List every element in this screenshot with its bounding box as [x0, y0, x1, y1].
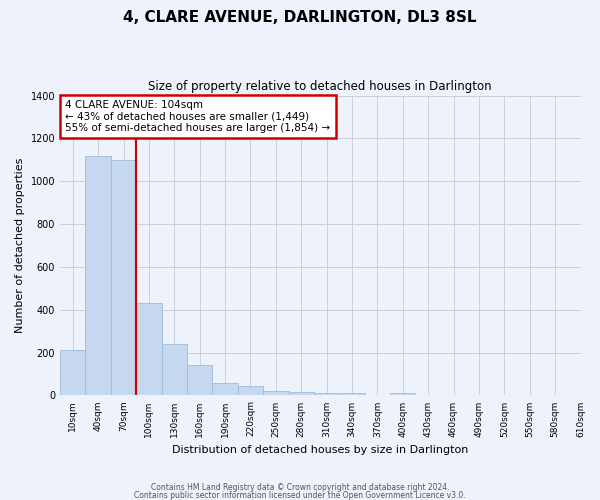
Bar	[263, 391, 289, 396]
Text: Contains HM Land Registry data © Crown copyright and database right 2024.: Contains HM Land Registry data © Crown c…	[151, 484, 449, 492]
Bar	[136, 304, 161, 396]
Bar	[390, 394, 415, 396]
X-axis label: Distribution of detached houses by size in Darlington: Distribution of detached houses by size …	[172, 445, 469, 455]
Bar	[60, 350, 85, 396]
Text: Contains public sector information licensed under the Open Government Licence v3: Contains public sector information licen…	[134, 490, 466, 500]
Bar	[111, 160, 136, 396]
Bar	[85, 156, 111, 396]
Text: 4, CLARE AVENUE, DARLINGTON, DL3 8SL: 4, CLARE AVENUE, DARLINGTON, DL3 8SL	[123, 10, 477, 25]
Title: Size of property relative to detached houses in Darlington: Size of property relative to detached ho…	[148, 80, 492, 93]
Bar	[212, 382, 238, 396]
Bar	[289, 392, 314, 396]
Y-axis label: Number of detached properties: Number of detached properties	[15, 158, 25, 333]
Bar	[187, 366, 212, 396]
Bar	[314, 392, 340, 396]
Bar	[161, 344, 187, 396]
Bar	[340, 393, 365, 396]
Text: 4 CLARE AVENUE: 104sqm
← 43% of detached houses are smaller (1,449)
55% of semi-: 4 CLARE AVENUE: 104sqm ← 43% of detached…	[65, 100, 331, 134]
Bar	[238, 386, 263, 396]
